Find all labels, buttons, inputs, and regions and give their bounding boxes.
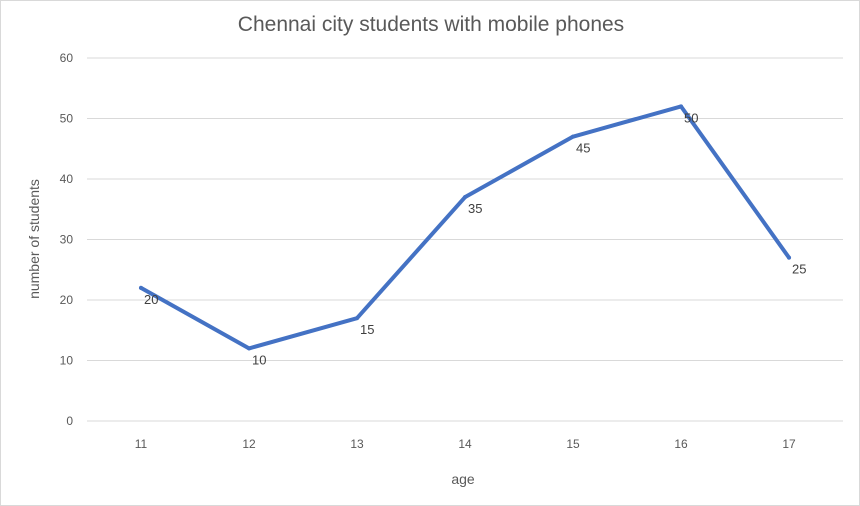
- x-tick-label: 13: [350, 437, 364, 451]
- chart-title: Chennai city students with mobile phones: [238, 13, 624, 36]
- x-axis-title: age: [451, 471, 475, 487]
- y-tick-label: 60: [60, 51, 74, 65]
- data-label: 45: [576, 141, 590, 156]
- x-tick-label: 17: [782, 437, 796, 451]
- data-label: 35: [468, 201, 482, 216]
- y-tick-label: 20: [60, 293, 74, 307]
- data-label: 20: [144, 292, 158, 307]
- data-point: [355, 316, 359, 321]
- x-tick-label: 12: [242, 437, 256, 451]
- data-label: 25: [792, 262, 806, 277]
- data-labels: 20 10 15 35 45 50 25: [144, 110, 806, 367]
- series-layer: [139, 104, 791, 351]
- y-tick-label: 40: [60, 172, 74, 186]
- y-tick-label: 10: [60, 354, 74, 368]
- series-line: [139, 104, 791, 351]
- data-point: [787, 255, 791, 260]
- x-tick-label: 16: [674, 437, 688, 451]
- y-axis-ticks: 0 10 20 30 40 50 60: [60, 51, 74, 428]
- x-tick-label: 14: [458, 437, 472, 451]
- data-point: [463, 195, 467, 200]
- data-label: 50: [684, 110, 698, 125]
- y-tick-label: 30: [60, 233, 74, 247]
- y-axis-title: number of students: [26, 179, 42, 299]
- x-tick-label: 11: [135, 437, 148, 451]
- x-axis-ticks: 11 12 13 14 15 16 17: [135, 437, 796, 451]
- x-tick-label: 15: [566, 437, 580, 451]
- data-label: 15: [360, 322, 374, 337]
- data-point: [247, 346, 251, 351]
- y-tick-label: 0: [66, 414, 73, 428]
- y-tick-label: 50: [60, 112, 74, 126]
- data-point: [139, 285, 143, 290]
- data-point: [679, 104, 683, 109]
- data-label: 10: [252, 352, 266, 367]
- gridlines: [87, 57, 843, 422]
- data-point: [571, 134, 575, 139]
